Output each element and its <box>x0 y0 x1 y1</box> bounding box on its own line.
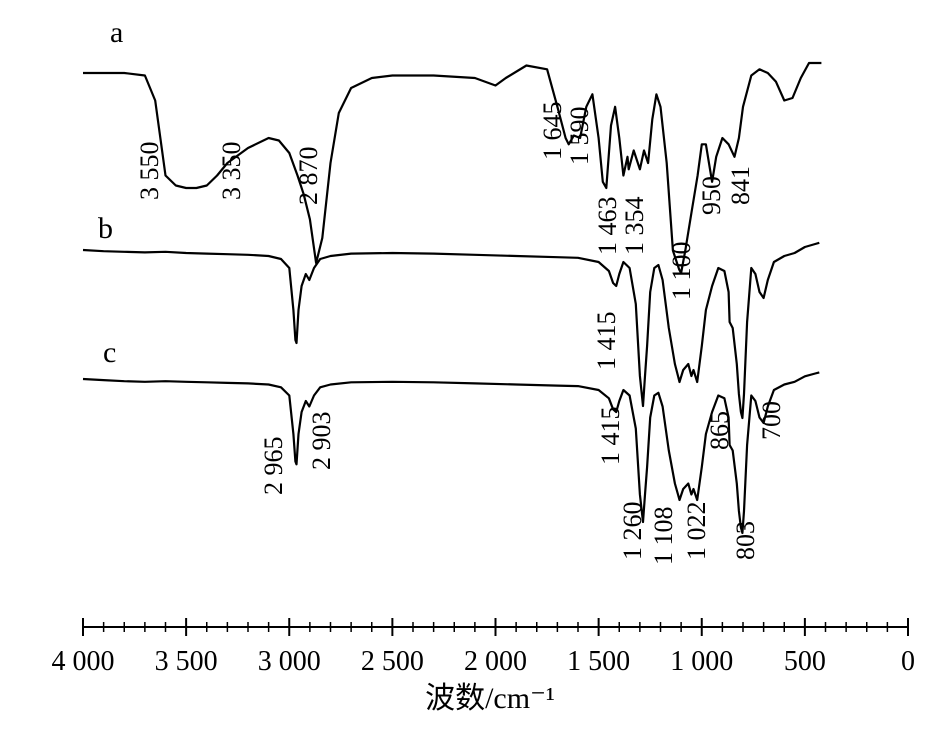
x-tick-label-2500: 2 500 <box>361 646 424 677</box>
peak-label-a-841: 841 <box>726 166 755 205</box>
peak-label-a-1100: 1 100 <box>667 242 696 301</box>
peak-label-b-2965: 2 965 <box>259 437 288 496</box>
series-labels: a b c <box>98 16 123 369</box>
x-axis: 4 000 3 500 3 000 2 500 2 000 1 500 1 000 500 0 <box>52 618 915 677</box>
peak-label-b-1415: 1 415 <box>592 312 621 371</box>
series-label-a: a <box>110 16 123 49</box>
peak-label-a-3350: 3 350 <box>217 142 246 201</box>
peak-label-a-1463: 1 463 <box>593 197 622 256</box>
x-tick-label-1000: 1 000 <box>670 646 733 677</box>
series-c-line <box>82 371 820 535</box>
x-tick-label-0: 0 <box>901 646 915 677</box>
x-tick-label-2000: 2 000 <box>464 646 527 677</box>
peak-label-a-1590: 1 590 <box>565 107 594 166</box>
x-tick-label-4000: 4 000 <box>52 646 115 677</box>
x-tick-label-500: 500 <box>784 646 826 677</box>
peak-label-b-1022: 1 022 <box>682 502 711 561</box>
peak-label-a-950: 950 <box>697 176 726 215</box>
x-axis-title: 波数/cm⁻¹ <box>425 682 555 715</box>
peak-label-a-2870: 2 870 <box>294 147 323 206</box>
series-b-line <box>82 241 820 420</box>
x-tick-label-1500: 1 500 <box>567 646 630 677</box>
peak-label-b-865: 865 <box>705 411 734 450</box>
x-tick-label-3000: 3 000 <box>258 646 321 677</box>
peak-label-b-1260: 1 260 <box>618 502 647 561</box>
peak-label-a-3550: 3 550 <box>135 142 164 201</box>
peak-label-b-1108: 1 108 <box>649 507 678 566</box>
peak-label-c-1415: 1 415 <box>596 407 625 466</box>
series-label-c: c <box>103 336 116 369</box>
spectra-curves <box>82 61 822 535</box>
series-a-line <box>83 61 822 275</box>
x-tick-label-3500: 3 500 <box>155 646 218 677</box>
series-label-b: b <box>98 212 113 245</box>
peak-label-b-803: 803 <box>731 521 760 560</box>
peak-label-b-2903: 2 903 <box>307 412 336 471</box>
peak-label-a-1645: 1 645 <box>538 102 567 161</box>
peak-label-a-1354: 1 354 <box>620 197 649 256</box>
peak-label-b-700: 700 <box>757 401 786 440</box>
